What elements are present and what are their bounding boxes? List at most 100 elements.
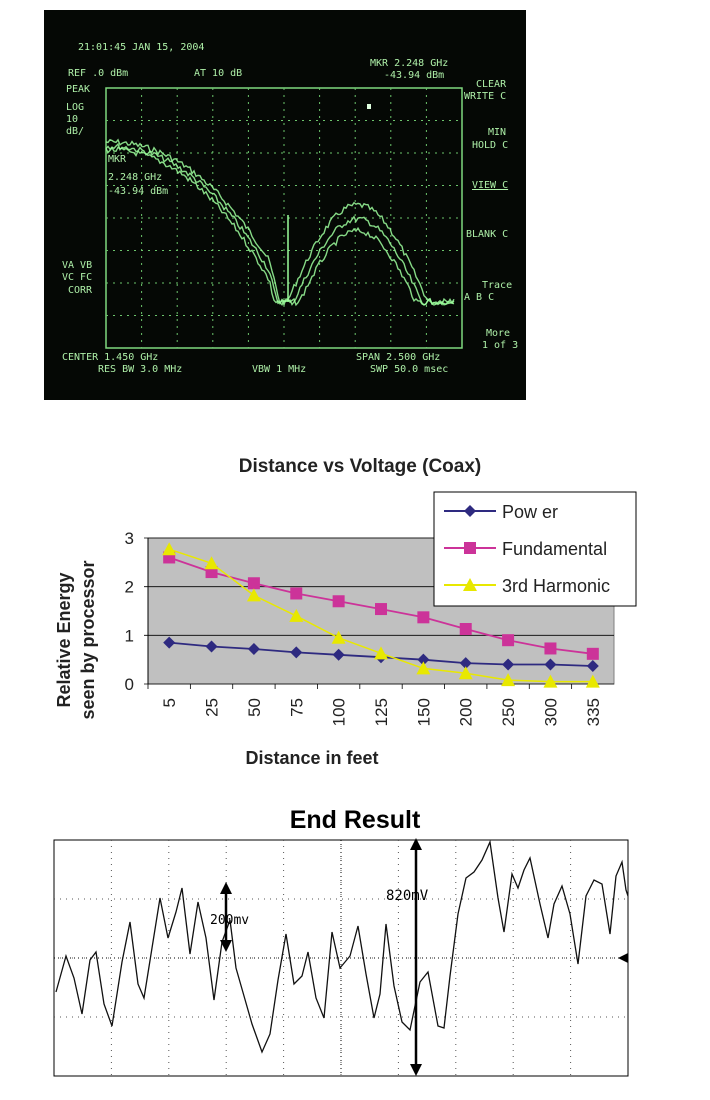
data-point — [544, 658, 557, 671]
distance-voltage-plot: 0 1 2 3 5 25 50 75 100 125 150 200 250 300 335 Distan… — [54, 491, 637, 768]
annotation-820mv: 820mV — [386, 888, 429, 904]
y-tick-labels: 0 1 2 3 — [125, 529, 134, 694]
va-vb-label: VA VB — [62, 260, 92, 271]
data-point — [586, 659, 599, 672]
x-tick-label: 250 — [499, 698, 518, 726]
x-tick-label: 5 — [160, 698, 179, 707]
spectrum-traces — [105, 138, 455, 307]
data-point — [459, 623, 472, 636]
end-result-title: End Result — [289, 806, 421, 834]
y-tick-label: 1 — [125, 626, 134, 645]
data-point — [332, 595, 345, 608]
spectrum-grid — [105, 87, 463, 349]
softkey-write-label: WRITE C — [464, 91, 506, 102]
x-tick-label: 125 — [372, 698, 391, 726]
softkey-view-label: VIEW C — [472, 180, 508, 191]
data-point — [502, 634, 515, 647]
attenuation-label: AT 10 dB — [194, 68, 242, 79]
legend-label: Pow er — [502, 502, 558, 522]
x-tick-label: 200 — [457, 698, 476, 726]
data-point — [331, 630, 346, 644]
y-tick-label: 2 — [125, 578, 134, 597]
x-tick-label: 25 — [203, 698, 222, 717]
spectrum-trace-1 — [105, 138, 455, 307]
trigger-level-marker — [618, 953, 628, 963]
softkey-more-label: More — [486, 328, 510, 339]
data-point — [289, 608, 304, 622]
softkey-clear-label: CLEAR — [476, 79, 507, 90]
gridlines — [144, 537, 614, 685]
data-point — [502, 658, 515, 671]
y-tick-label: 0 — [125, 675, 134, 694]
softkey-page-label: 1 of 3 — [482, 340, 518, 351]
legend-label: 3rd Harmonic — [502, 576, 610, 596]
data-point — [247, 642, 260, 655]
spectrum-analyzer-screen: 21:01:45 JAN 15, 2004 REF .0 dBm AT 10 d… — [44, 10, 526, 400]
legend-marker — [464, 505, 476, 517]
data-point — [458, 666, 473, 680]
scale-unit-label: dB/ — [66, 126, 84, 137]
series-triangle — [162, 542, 600, 688]
inset-frequency-label: 2.248 GHz — [108, 172, 162, 183]
data-point — [246, 588, 261, 602]
x-tick-label: 150 — [414, 698, 433, 726]
data-point — [205, 640, 218, 653]
legend-marker — [463, 578, 477, 591]
data-point — [162, 542, 177, 556]
x-tick-labels: 5 25 50 75 100 125 150 200 250 300 335 — [147, 684, 603, 726]
softkey-min-label: MIN — [488, 127, 506, 138]
y-axis-title-line1: Relative Energy — [54, 572, 74, 707]
log-label: LOG — [66, 102, 84, 113]
data-point — [332, 648, 345, 661]
spectrum-display: 21:01:45 JAN 15, 2004 REF .0 dBm AT 10 d… — [62, 42, 518, 375]
timestamp-label: 21:01:45 JAN 15, 2004 — [78, 42, 204, 53]
legend: Pow er Fundamental 3rd Harmonic — [433, 491, 637, 607]
ref-level-label: REF .0 dBm — [68, 68, 128, 79]
legend-label: Fundamental — [502, 539, 607, 559]
data-point — [586, 647, 599, 660]
marker-frequency-label: MKR 2.248 GHz — [370, 58, 448, 69]
data-point — [416, 661, 431, 675]
data-point — [247, 577, 260, 590]
inset-level-label: -43.94 dBm — [108, 186, 168, 197]
marker-level-label: -43.94 dBm — [384, 70, 444, 81]
softkey-trace-abc-label: A B C — [464, 292, 494, 303]
res-bw-label: RES BW 3.0 MHz — [98, 364, 182, 375]
peak-label: PEAK — [66, 84, 90, 95]
softkey-trace-label: Trace — [482, 280, 512, 291]
data-point — [375, 603, 387, 616]
inset-marker-label: MKR — [108, 154, 127, 165]
x-tick-label: 75 — [287, 698, 306, 717]
corr-label: CORR — [68, 285, 93, 296]
center-frequency-label: CENTER 1.450 GHz — [62, 352, 158, 363]
data-point — [417, 611, 430, 624]
span-label: SPAN 2.500 GHz — [356, 352, 440, 363]
softkey-blank-label: BLANK C — [466, 229, 508, 240]
annotation-200mv: 200mv — [210, 913, 249, 928]
data-point — [543, 674, 558, 688]
data-point — [417, 653, 430, 666]
amplitude-820mv-marker — [410, 838, 422, 1076]
data-point — [585, 674, 600, 688]
vbw-label: VBW 1 MHz — [252, 364, 306, 375]
scale-label: 10 — [66, 114, 78, 125]
chart-title: Distance vs Voltage (Coax) — [238, 456, 482, 477]
amplitude-200mv-marker — [220, 882, 232, 952]
data-point — [290, 646, 303, 659]
scope-grid — [54, 840, 628, 1076]
sweep-time-label: SWP 50.0 msec — [370, 364, 448, 375]
y-axis-title-line2: seen by processor — [78, 560, 98, 719]
x-tick-label: 50 — [245, 698, 264, 717]
marker-dot — [367, 104, 371, 109]
spectrum-trace-3 — [105, 146, 455, 307]
spectrum-trace-2 — [105, 142, 455, 307]
x-tick-label: 100 — [330, 698, 349, 726]
series-group — [162, 542, 600, 688]
data-point — [459, 657, 472, 670]
data-point — [501, 673, 516, 687]
data-point — [163, 636, 176, 649]
data-point — [204, 556, 219, 570]
legend-marker — [464, 542, 476, 554]
softkey-hold-label: HOLD C — [472, 140, 508, 151]
data-point — [544, 642, 557, 655]
